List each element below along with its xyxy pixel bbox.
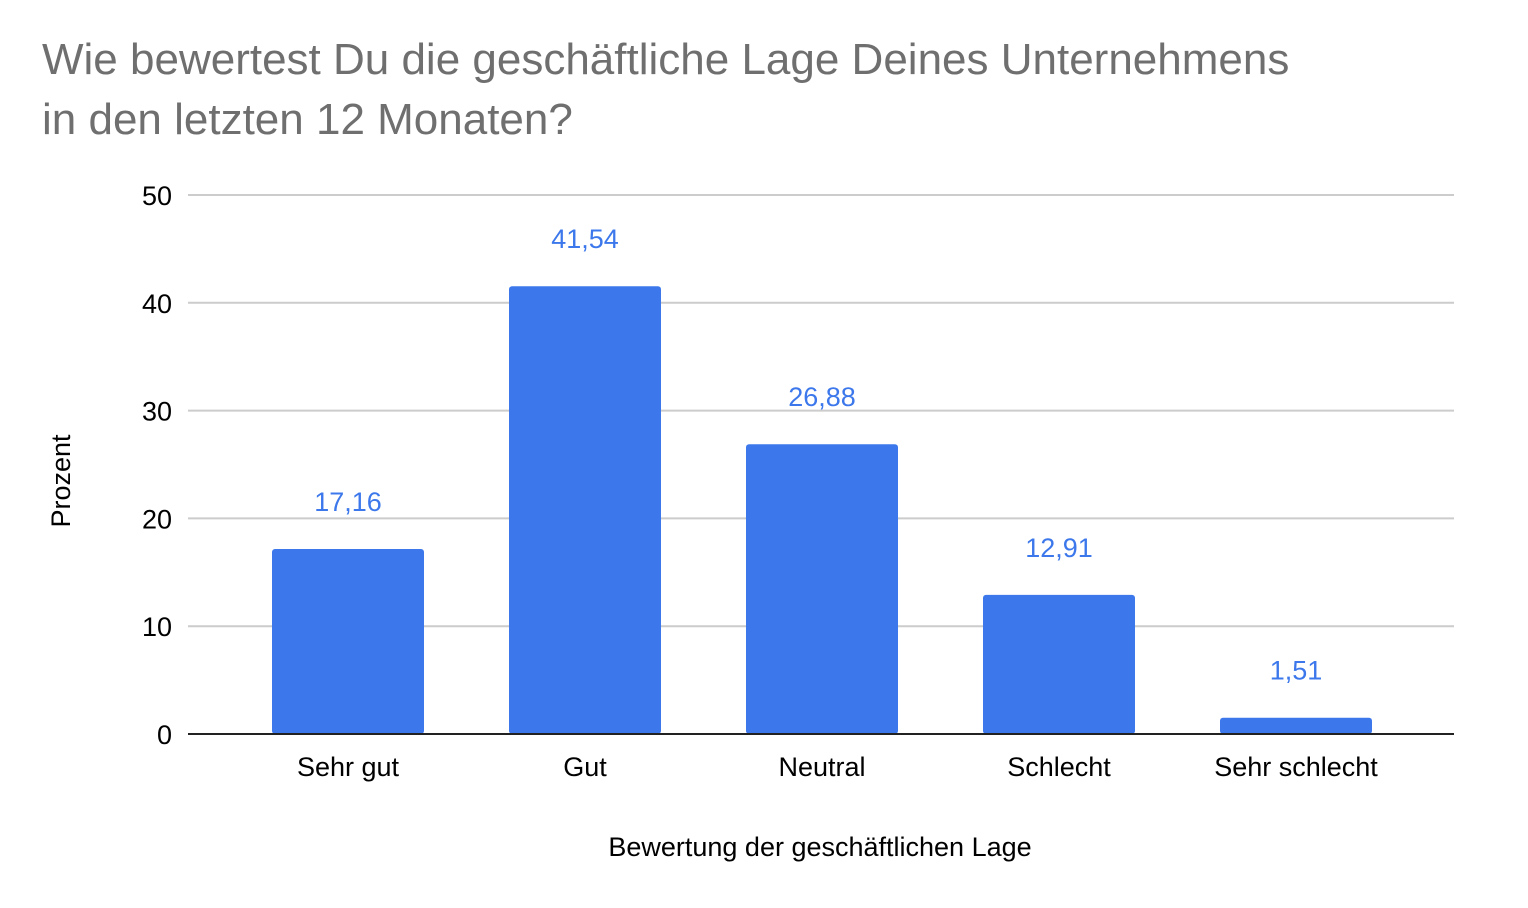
data-label: 17,16: [314, 487, 382, 517]
y-axis-title: Prozent: [46, 434, 76, 528]
y-tick-label: 30: [142, 397, 172, 427]
x-tick-label: Gut: [563, 752, 607, 782]
bar-gut: [509, 286, 661, 734]
gridlines: [188, 194, 1454, 628]
x-tick-label: Schlecht: [1007, 752, 1111, 782]
bar-neutral: [746, 444, 898, 734]
bar-sehr-schlecht: [1220, 717, 1372, 734]
x-tick-label: Sehr schlecht: [1214, 752, 1378, 782]
data-labels: 17,16 41,54 26,88 12,91 1,51: [314, 224, 1322, 686]
bar-sehr-gut: [272, 549, 424, 734]
y-tick-label: 10: [142, 612, 172, 642]
y-tick-label: 0: [157, 720, 172, 750]
x-axis-ticks: Sehr gut Gut Neutral Schlecht Sehr schlecht: [297, 752, 1378, 782]
x-axis-title: Bewertung der geschäftlichen Lage: [608, 832, 1031, 862]
y-tick-label: 20: [142, 504, 172, 534]
chart-title-line-1: Wie bewertest Du die geschäftliche Lage …: [42, 35, 1289, 84]
data-label: 26,88: [788, 382, 856, 412]
chart-title: Wie bewertest Du die geschäftliche Lage …: [42, 35, 1289, 144]
y-tick-label: 40: [142, 289, 172, 319]
x-tick-label: Neutral: [778, 752, 865, 782]
y-tick-label: 50: [142, 181, 172, 211]
chart-title-line-2: in den letzten 12 Monaten?: [42, 95, 573, 144]
bar-schlecht: [983, 594, 1135, 734]
bars: [272, 286, 1372, 734]
y-axis-ticks: 0 10 20 30 40 50: [142, 181, 172, 750]
data-label: 41,54: [551, 224, 619, 254]
data-label: 12,91: [1025, 533, 1093, 563]
x-tick-label: Sehr gut: [297, 752, 400, 782]
data-label: 1,51: [1270, 656, 1323, 686]
